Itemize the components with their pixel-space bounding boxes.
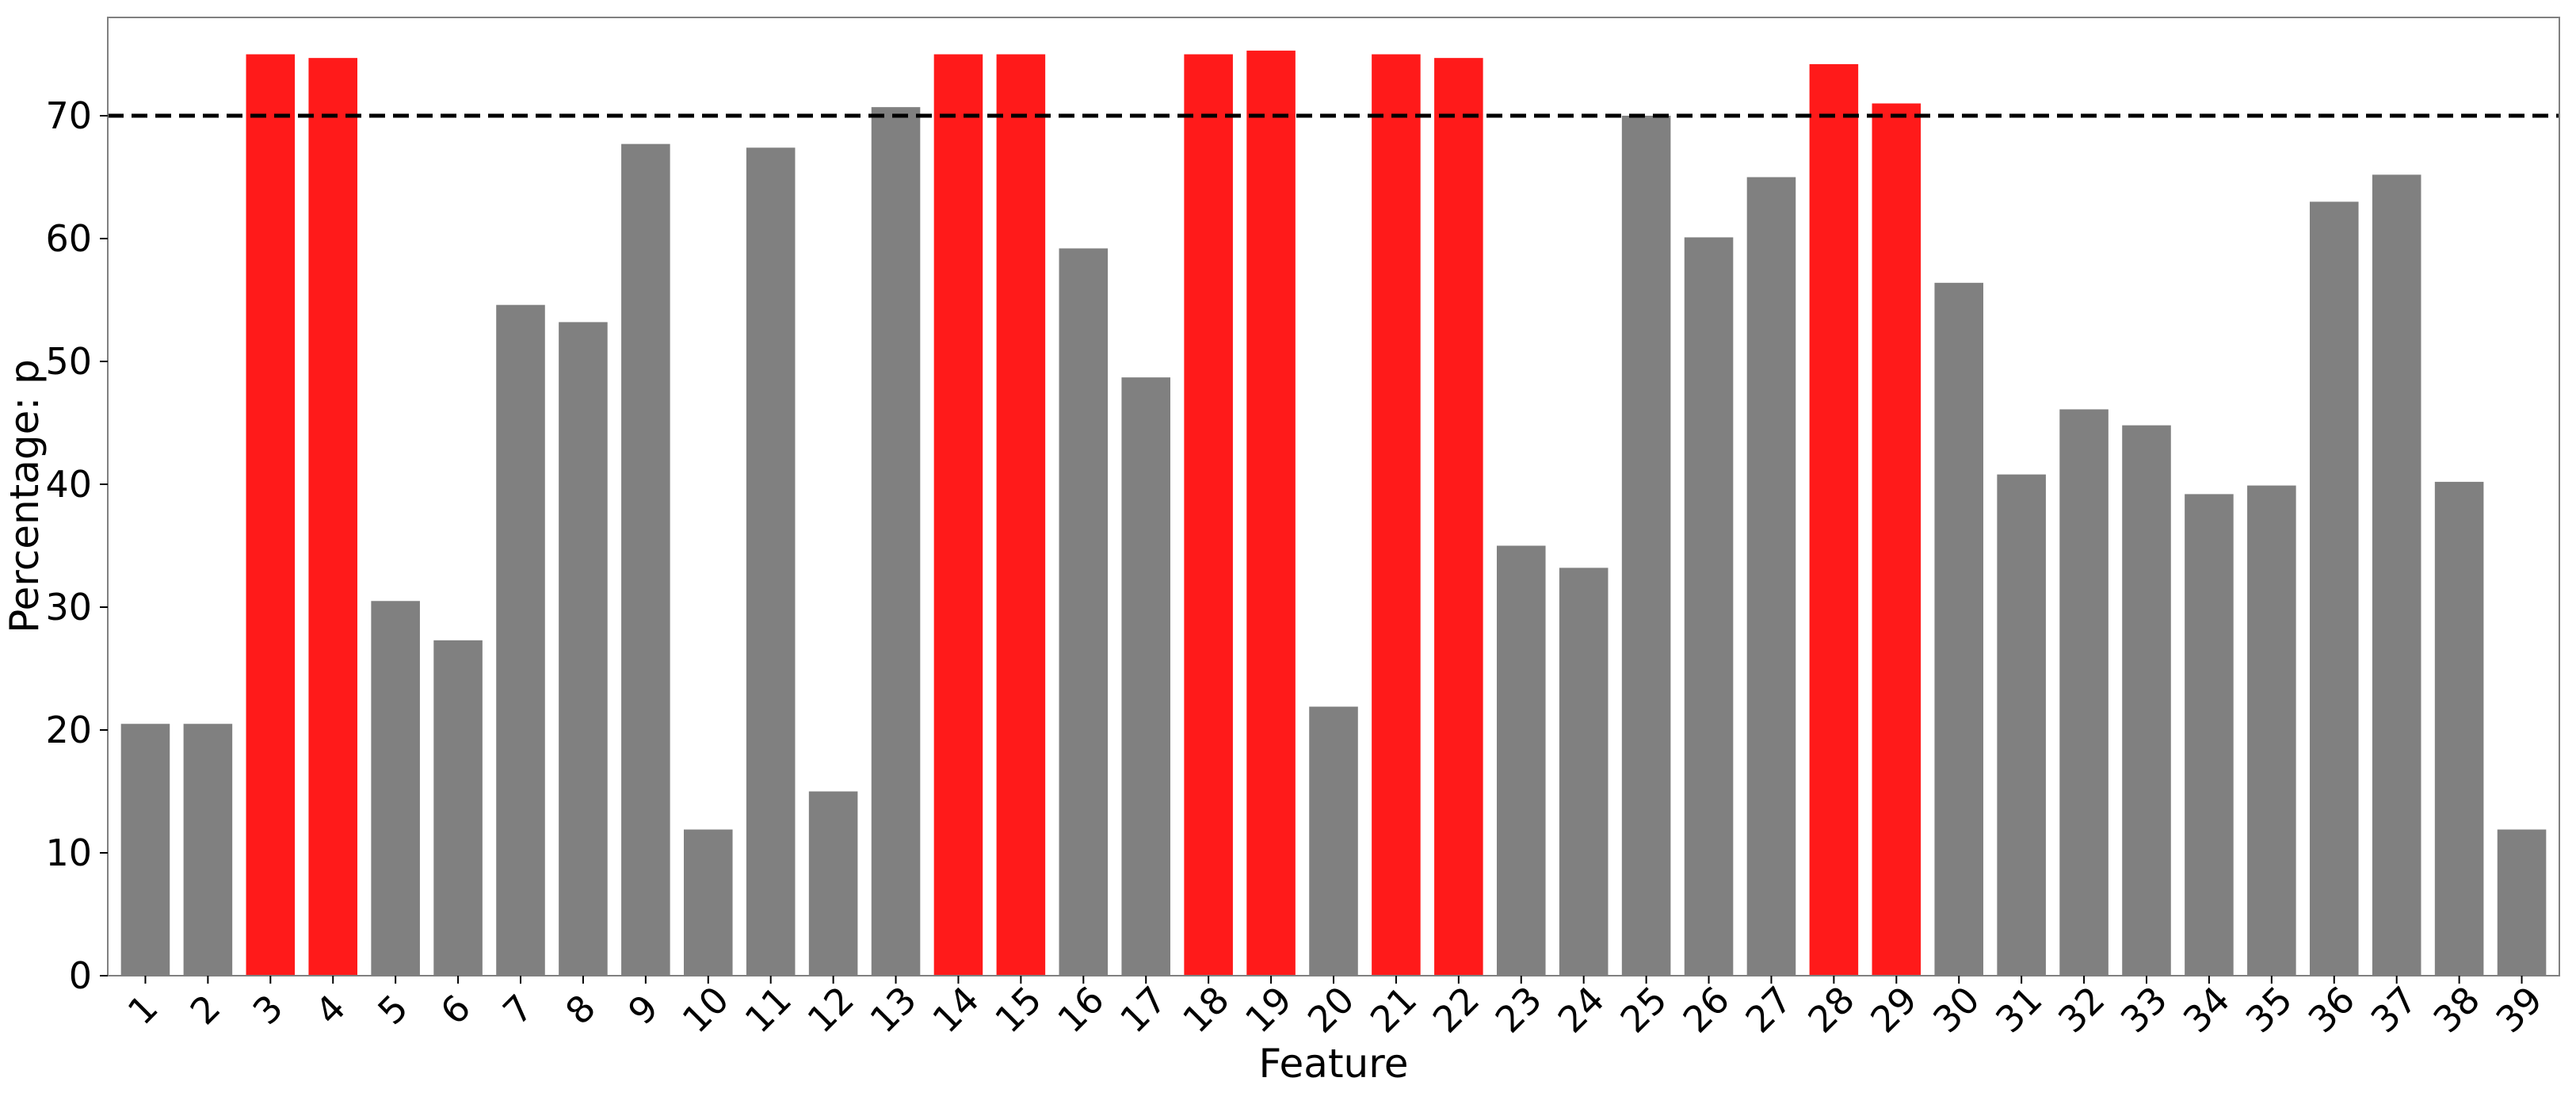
bar-feature-14	[933, 54, 983, 976]
x-tick-label: 37	[2363, 978, 2426, 1041]
bar-feature-3	[246, 54, 296, 976]
x-tick-label: 18	[1174, 978, 1238, 1041]
y-tick-label: 0	[69, 954, 92, 997]
x-tick-label: 28	[1799, 978, 1863, 1041]
x-tick-label: 24	[1550, 978, 1613, 1041]
x-tick-label: 36	[2300, 978, 2364, 1041]
bar-feature-13	[871, 107, 921, 976]
y-axis-title: Percentage: p	[2, 359, 48, 633]
bar-feature-12	[808, 791, 858, 976]
bar-feature-37	[2372, 174, 2421, 976]
y-tick-label: 60	[45, 217, 92, 260]
x-tick-label: 12	[800, 978, 863, 1041]
bar-feature-6	[433, 640, 483, 976]
x-tick-label: 22	[1425, 978, 1488, 1041]
x-tick-label: 34	[2175, 978, 2238, 1041]
x-tick-label: 11	[737, 978, 800, 1041]
x-tick-label: 32	[2050, 978, 2113, 1041]
x-tick-label: 27	[1737, 978, 1800, 1041]
x-tick-label: 2	[182, 986, 229, 1033]
y-tick-label: 70	[45, 94, 92, 137]
bar-feature-11	[746, 147, 796, 976]
x-tick-label: 13	[861, 978, 925, 1041]
x-axis: 1 2 3 4 5 6 7 8 9 10 11 12 13 14 15 16 17 18 19 20 21 22 23 24 2…	[120, 976, 2551, 1041]
x-tick-label: 23	[1487, 978, 1551, 1041]
x-tick-label: 10	[674, 978, 738, 1041]
bar-feature-20	[1309, 706, 1358, 976]
x-tick-label: 6	[432, 986, 479, 1033]
x-tick-label: 39	[2487, 978, 2551, 1041]
bar-feature-36	[2309, 201, 2359, 976]
bar-feature-10	[683, 829, 733, 976]
bar-feature-21	[1372, 54, 1421, 976]
x-tick-label: 30	[1925, 978, 1988, 1041]
x-tick-label: 25	[1612, 978, 1676, 1041]
bar-feature-16	[1059, 248, 1109, 976]
x-axis-title: Feature	[1259, 1041, 1409, 1087]
bar-feature-31	[1997, 474, 2046, 976]
x-tick-label: 38	[2425, 978, 2489, 1041]
bar-feature-32	[2059, 409, 2109, 976]
bar-feature-23	[1496, 545, 1546, 976]
bar-feature-18	[1184, 54, 1233, 976]
x-tick-label: 15	[987, 978, 1050, 1041]
bar-feature-29	[1872, 103, 1922, 976]
bar-feature-22	[1434, 58, 1483, 976]
bar-feature-38	[2434, 481, 2484, 976]
x-tick-label: 1	[120, 986, 166, 1033]
bar-feature-35	[2247, 485, 2296, 976]
y-axis: 0 10 20 30 40 50 60 70	[45, 94, 108, 997]
bar-feature-17	[1121, 377, 1171, 976]
bar-feature-2	[183, 724, 233, 976]
bar-feature-5	[371, 601, 420, 976]
y-tick-label: 50	[45, 340, 92, 383]
x-tick-label: 35	[2238, 978, 2301, 1041]
x-tick-label: 20	[1299, 978, 1363, 1041]
x-tick-label: 9	[620, 986, 666, 1033]
x-tick-label: 14	[924, 978, 987, 1041]
bar-feature-34	[2185, 494, 2234, 976]
bar-feature-15	[996, 54, 1046, 976]
x-tick-label: 16	[1049, 978, 1112, 1041]
x-tick-label: 3	[245, 986, 292, 1033]
bar-feature-28	[1809, 63, 1859, 976]
bar-feature-1	[120, 724, 170, 976]
x-tick-label: 7	[494, 986, 541, 1033]
bar-feature-24	[1559, 568, 1609, 976]
bar-feature-8	[559, 322, 608, 976]
x-tick-label: 5	[369, 986, 416, 1033]
y-tick-label: 40	[45, 463, 92, 506]
bar-feature-7	[496, 304, 545, 976]
bar-feature-30	[1934, 282, 1984, 976]
bar-feature-33	[2122, 425, 2171, 976]
bar-feature-39	[2497, 829, 2547, 976]
x-tick-label: 29	[1862, 978, 1925, 1041]
y-tick-label: 30	[45, 586, 92, 629]
y-tick-label: 10	[45, 831, 92, 874]
bars-group	[120, 50, 2547, 976]
x-tick-label: 31	[1987, 978, 2051, 1041]
x-tick-label: 19	[1237, 978, 1300, 1041]
x-tick-label: 33	[2112, 978, 2176, 1041]
bar-feature-9	[621, 143, 670, 976]
bar-feature-25	[1621, 116, 1671, 976]
bar-feature-27	[1746, 177, 1796, 976]
bar-feature-26	[1684, 237, 1734, 976]
x-tick-label: 21	[1362, 978, 1425, 1041]
bar-feature-19	[1246, 50, 1296, 976]
y-tick-label: 20	[45, 709, 92, 751]
bar-feature-4	[308, 58, 358, 976]
x-tick-label: 4	[307, 986, 353, 1033]
x-tick-label: 17	[1112, 978, 1175, 1041]
x-tick-label: 26	[1674, 978, 1738, 1041]
x-tick-label: 8	[557, 986, 604, 1033]
